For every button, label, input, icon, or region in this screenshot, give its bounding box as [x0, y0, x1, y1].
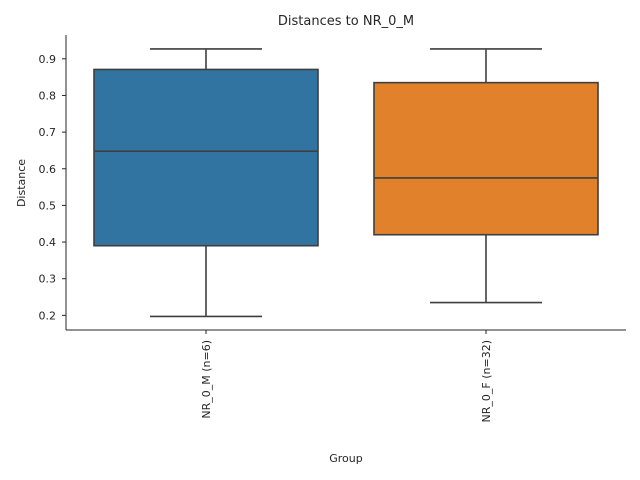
- y-tick-label: 0.3: [39, 273, 57, 286]
- box-0: [93, 68, 319, 247]
- x-tick-label: NR_0_M (n=6): [200, 340, 213, 419]
- y-tick-label: 0.8: [39, 89, 57, 102]
- x-axis-label: Group: [329, 452, 363, 465]
- y-tick-label: 0.9: [39, 53, 57, 66]
- y-tick-label: 0.5: [39, 199, 57, 212]
- plot-area: [93, 48, 599, 318]
- y-tick-label: 0.7: [39, 126, 57, 139]
- y-axis-label: Distance: [15, 159, 28, 207]
- x-tick-label: NR_0_F (n=32): [480, 340, 493, 422]
- y-tick-label: 0.6: [39, 163, 57, 176]
- y-tick-label: 0.2: [39, 309, 57, 322]
- box-1: [373, 81, 599, 236]
- chart-title: Distances to NR_0_M: [278, 14, 414, 29]
- y-tick-label: 0.4: [39, 236, 57, 249]
